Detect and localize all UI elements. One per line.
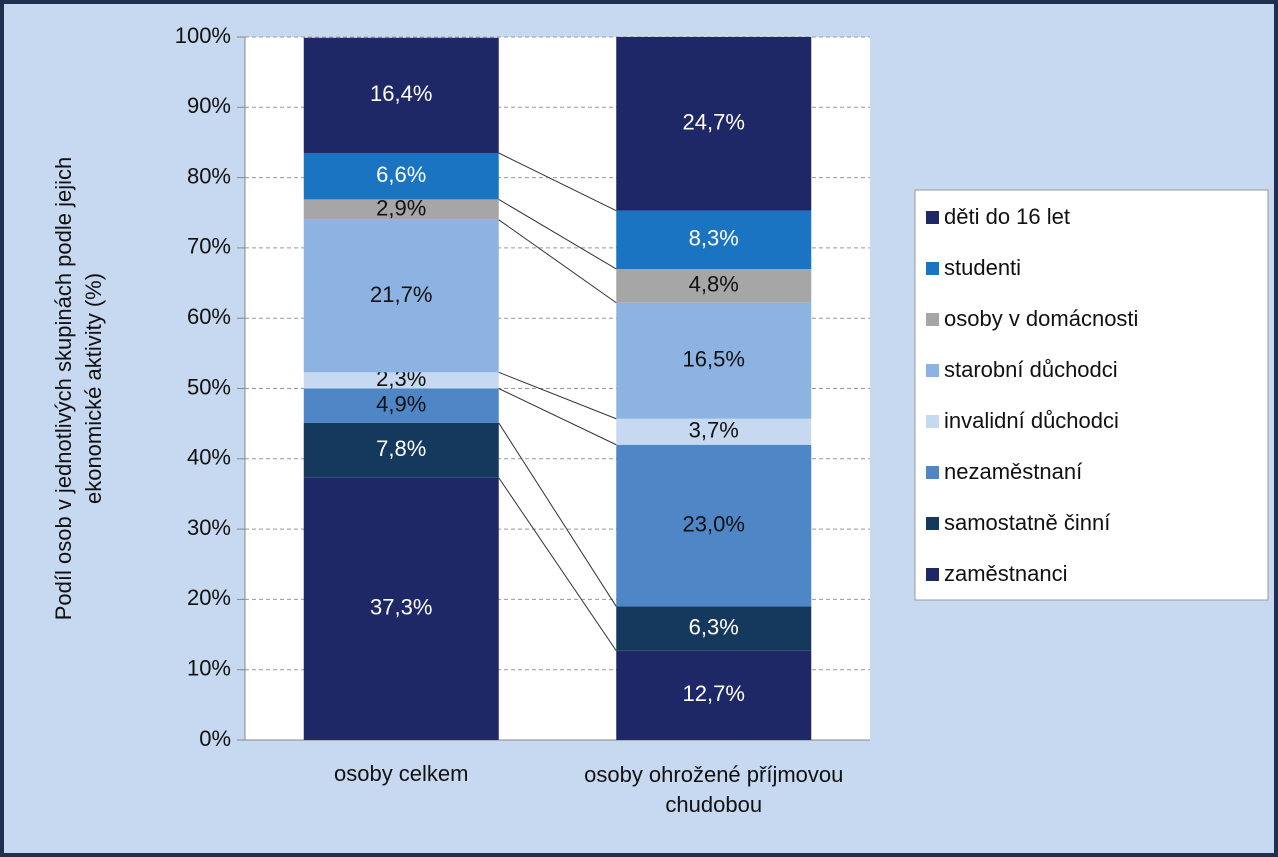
legend-swatch — [926, 313, 939, 326]
x-tick-label: osoby ohrožené příjmovou chudobou — [584, 762, 844, 817]
bar-segment — [303, 388, 499, 423]
data-label: 3,7% — [689, 418, 739, 443]
legend-swatch — [926, 568, 939, 581]
series-connector — [498, 422, 617, 607]
data-label: 16,4% — [370, 81, 432, 106]
data-label: 8,3% — [689, 226, 739, 251]
bar-segment — [303, 199, 499, 220]
legend-swatch — [926, 466, 939, 479]
data-label: 12,7% — [683, 681, 745, 706]
data-label: 23,0% — [683, 511, 745, 536]
data-label: 2,9% — [376, 195, 426, 220]
y-tick-label: 90% — [187, 93, 231, 118]
x-tick-label-box: osoby ohrožené příjmovou chudobou — [584, 762, 844, 817]
bar-segment — [303, 372, 499, 389]
legend-label: osoby v domácnosti — [944, 306, 1138, 331]
legend-label: studenti — [944, 255, 1021, 280]
series-connector — [498, 198, 617, 270]
y-tick-label: 60% — [187, 304, 231, 329]
data-label: 4,9% — [376, 392, 426, 417]
legend-swatch — [926, 517, 939, 530]
bar-segment — [303, 37, 499, 153]
y-tick-label: 20% — [187, 585, 231, 610]
bar-segment — [616, 268, 812, 303]
y-axis-label: Podíl osob v jednotlivých skupinách podl… — [51, 157, 106, 621]
data-label: 4,8% — [689, 272, 739, 297]
legend-swatch — [926, 262, 939, 275]
data-label: 37,3% — [370, 595, 432, 620]
legend-swatch — [926, 415, 939, 428]
legend-label: samostatně činní — [944, 510, 1110, 535]
bar-segment — [303, 477, 499, 740]
series-connector — [498, 371, 617, 420]
data-label: 24,7% — [683, 110, 745, 135]
bar-segment — [616, 302, 812, 419]
bar-segment — [616, 37, 812, 211]
y-tick-label: 70% — [187, 234, 231, 259]
legend-label: starobní důchodci — [944, 357, 1118, 382]
y-axis-label-line: Podíl osob v jednotlivých skupinách podl… — [51, 157, 76, 621]
data-label: 6,3% — [689, 614, 739, 639]
legend-label: děti do 16 let — [944, 204, 1070, 229]
bar-segment — [303, 219, 499, 373]
bar-segment — [616, 418, 812, 445]
y-tick-label: 30% — [187, 515, 231, 540]
bar-segment — [616, 606, 812, 651]
legend-swatch — [926, 364, 939, 377]
y-tick-label: 0% — [199, 726, 231, 751]
data-label: 16,5% — [683, 347, 745, 372]
legend-label: invalidní důchodci — [944, 408, 1119, 433]
series-connector — [498, 152, 617, 212]
legend-label: nezaměstnaní — [944, 459, 1082, 484]
bar-segment — [616, 650, 812, 740]
data-label: 6,6% — [376, 162, 426, 187]
legend-label: zaměstnanci — [944, 561, 1068, 586]
series-connector — [498, 477, 617, 651]
legend-box — [914, 189, 1269, 601]
x-tick-label: osoby celkem — [334, 761, 469, 786]
y-tick-label: 10% — [187, 656, 231, 681]
y-axis-label-line: ekonomické aktivity (%) — [81, 273, 106, 504]
data-label: 7,8% — [376, 436, 426, 461]
data-label: 21,7% — [370, 282, 432, 307]
series-connector — [498, 219, 617, 304]
bar-segment — [303, 422, 499, 478]
bar-segment — [616, 444, 812, 607]
y-tick-label: 50% — [187, 374, 231, 399]
y-tick-label: 40% — [187, 445, 231, 470]
series-connector — [498, 388, 617, 446]
y-tick-label: 100% — [175, 23, 231, 48]
y-tick-label: 80% — [187, 163, 231, 188]
legend-swatch — [926, 211, 939, 224]
bar-segment — [303, 152, 499, 200]
bar-segment — [616, 210, 812, 269]
